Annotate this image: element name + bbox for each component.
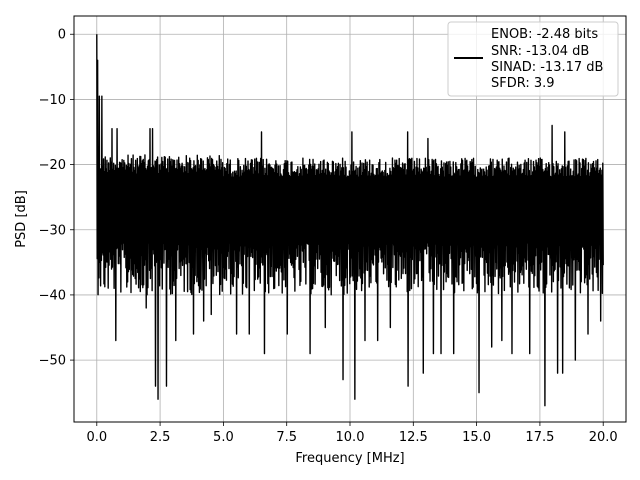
y-tick-label: 0 (58, 28, 66, 43)
legend-entry-enob: ENOB: -2.48 bits (491, 27, 598, 42)
x-tick-label: 0.0 (86, 430, 107, 445)
y-tick-label: −20 (39, 158, 66, 173)
legend-entry-sfdr: SFDR: 3.9 (491, 76, 555, 91)
legend: ENOB: -2.48 bits SNR: -13.04 dB SINAD: -… (447, 21, 619, 97)
y-tick-label: −40 (39, 288, 66, 303)
x-axis-label: Frequency [MHz] (295, 451, 404, 466)
x-tick-label: 15.0 (462, 430, 491, 445)
psd-series-line (96, 34, 604, 407)
legend-entry-snr: SNR: -13.04 dB (491, 44, 589, 59)
x-tick-label: 7.5 (276, 430, 297, 445)
y-tick-label: −10 (39, 93, 66, 108)
x-tick-label: 5.0 (213, 430, 234, 445)
legend-box (447, 21, 619, 97)
x-axis: 0.0 2.5 5.0 7.5 10.0 12.5 15.0 17.5 20.0 (86, 422, 618, 445)
y-axis-label: PSD [dB] (14, 190, 29, 248)
x-tick-label: 12.5 (399, 430, 428, 445)
y-axis: 0 −10 −20 −30 −40 −50 (39, 28, 74, 369)
x-tick-label: 20.0 (589, 430, 618, 445)
x-tick-label: 17.5 (525, 430, 554, 445)
x-tick-label: 2.5 (150, 430, 171, 445)
y-tick-label: −50 (39, 354, 66, 369)
legend-entry-sinad: SINAD: -13.17 dB (491, 60, 603, 75)
series-layer (96, 34, 604, 407)
y-tick-label: −30 (39, 223, 66, 238)
x-tick-label: 10.0 (336, 430, 365, 445)
